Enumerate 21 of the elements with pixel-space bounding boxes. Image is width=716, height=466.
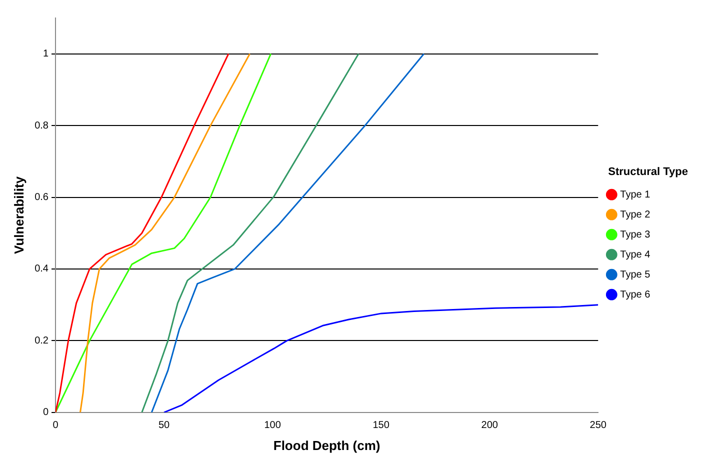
y-tick-label: 0.2 — [34, 335, 49, 346]
y-tick-label: 0.8 — [34, 120, 49, 132]
y-tick-label: 0.4 — [34, 264, 49, 275]
y-axis-title: Vulnerability — [11, 176, 26, 254]
legend-label: Type 2 — [620, 209, 651, 220]
legend-label: Type 6 — [620, 289, 651, 300]
legend-label: Type 1 — [620, 189, 651, 200]
x-axis-title: Flood Depth (cm) — [273, 438, 380, 453]
x-tick-label: 100 — [264, 420, 282, 432]
x-tick-label: 200 — [481, 420, 498, 432]
x-tick-label: 150 — [372, 420, 390, 432]
y-tick-label: 0.6 — [34, 192, 49, 204]
legend-label: Type 3 — [620, 229, 651, 240]
legend-label: Type 5 — [620, 269, 651, 280]
legend-label: Type 4 — [620, 249, 651, 260]
x-tick-label: 250 — [590, 420, 607, 432]
y-tick-label: 1 — [42, 48, 49, 60]
legend-title: Structural Type — [608, 166, 688, 178]
x-tick-label: 50 — [158, 420, 170, 432]
y-tick-label: 0 — [42, 407, 49, 418]
x-tick-label: 0 — [52, 420, 59, 432]
